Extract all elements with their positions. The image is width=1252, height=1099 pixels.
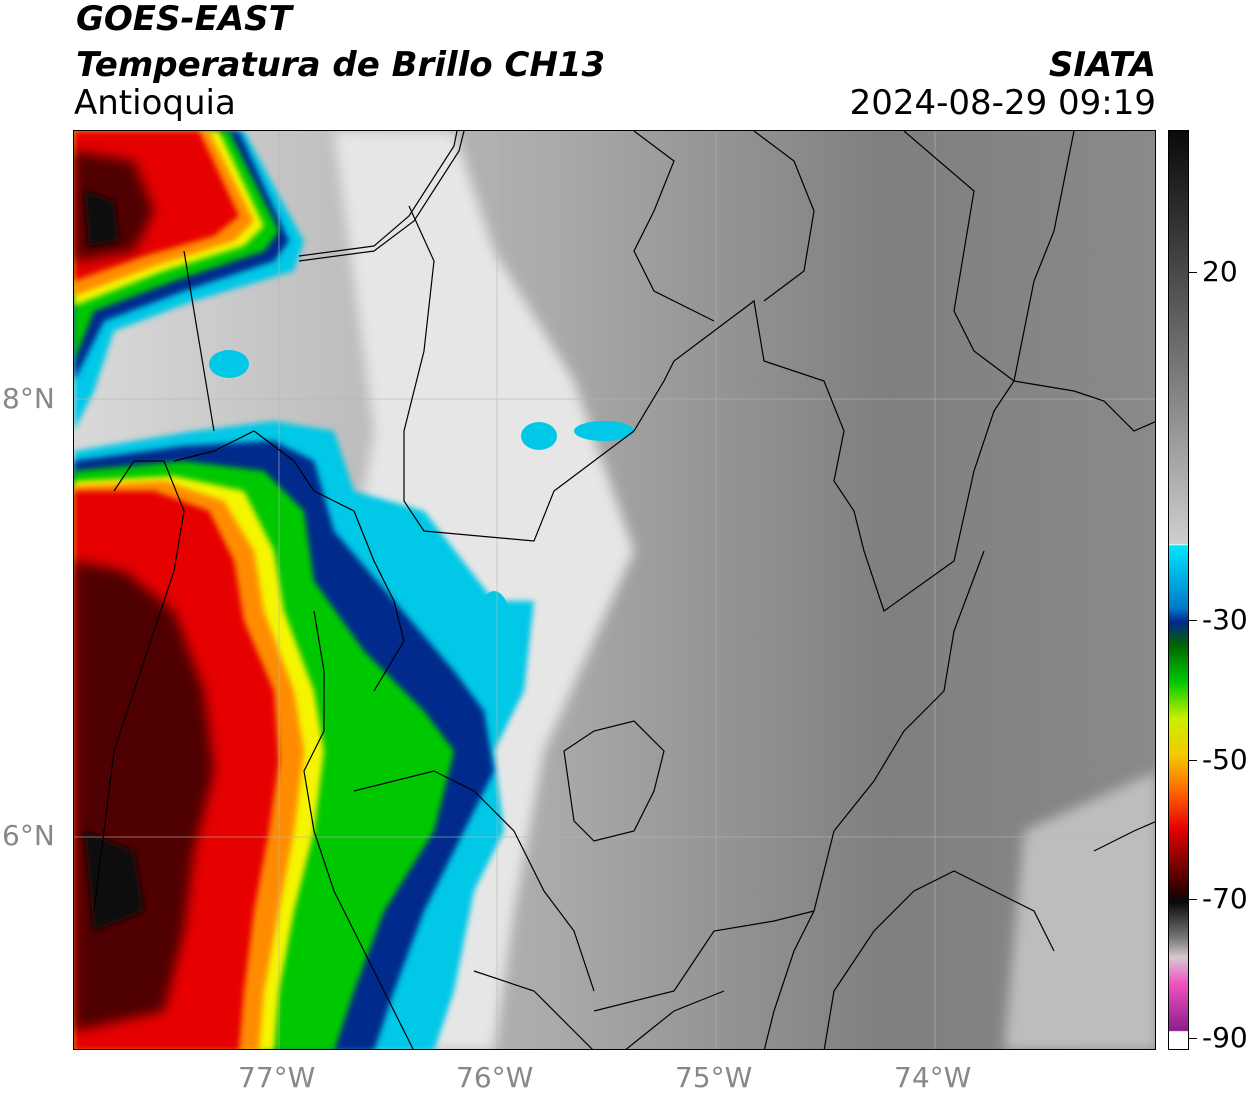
lon-tick-76w: 76°W	[456, 1061, 534, 1094]
colorbar-gradient	[1169, 131, 1188, 1049]
colorbar-tick	[1189, 1038, 1197, 1039]
lon-tick-75w: 75°W	[675, 1061, 753, 1094]
colorbar-tick	[1189, 272, 1197, 273]
product-subtitle: Temperatura de Brillo CH13	[76, 45, 606, 85]
colorbar-label-20: 20	[1202, 255, 1238, 288]
colorbar-label-m50: -50	[1202, 743, 1248, 776]
lon-tick-77w: 77°W	[238, 1061, 316, 1094]
cloud-black-core	[84, 191, 144, 931]
cloud-cell-1	[521, 422, 557, 450]
cloud-darkred-core	[74, 151, 214, 1031]
colorbar-label-m30: -30	[1202, 603, 1248, 636]
cloud-cell-4	[209, 350, 249, 378]
timestamp-label: 2024-08-29 09:19	[849, 83, 1156, 123]
cloud-right-patch	[1004, 771, 1155, 1049]
lat-tick-8n: 8°N	[2, 382, 55, 415]
colorbar-tick	[1189, 620, 1197, 621]
colorbar	[1168, 130, 1189, 1050]
graticule	[74, 131, 1155, 1049]
map-panel	[73, 130, 1156, 1050]
lat-tick-6n: 6°N	[2, 819, 55, 852]
boundaries	[93, 131, 1155, 1049]
region-label: Antioquia	[74, 83, 236, 123]
org-label: SIATA	[1048, 45, 1156, 85]
colorbar-label-m70: -70	[1202, 882, 1248, 915]
lon-tick-74w: 74°W	[894, 1061, 972, 1094]
product-title: GOES-EAST	[76, 0, 292, 39]
colorbar-tick	[1189, 760, 1197, 761]
cloud-cell-2	[574, 421, 634, 441]
satellite-map	[74, 131, 1155, 1049]
cloud-cell-3	[476, 591, 512, 671]
colorbar-label-m90: -90	[1202, 1021, 1248, 1054]
colorbar-tick	[1189, 899, 1197, 900]
